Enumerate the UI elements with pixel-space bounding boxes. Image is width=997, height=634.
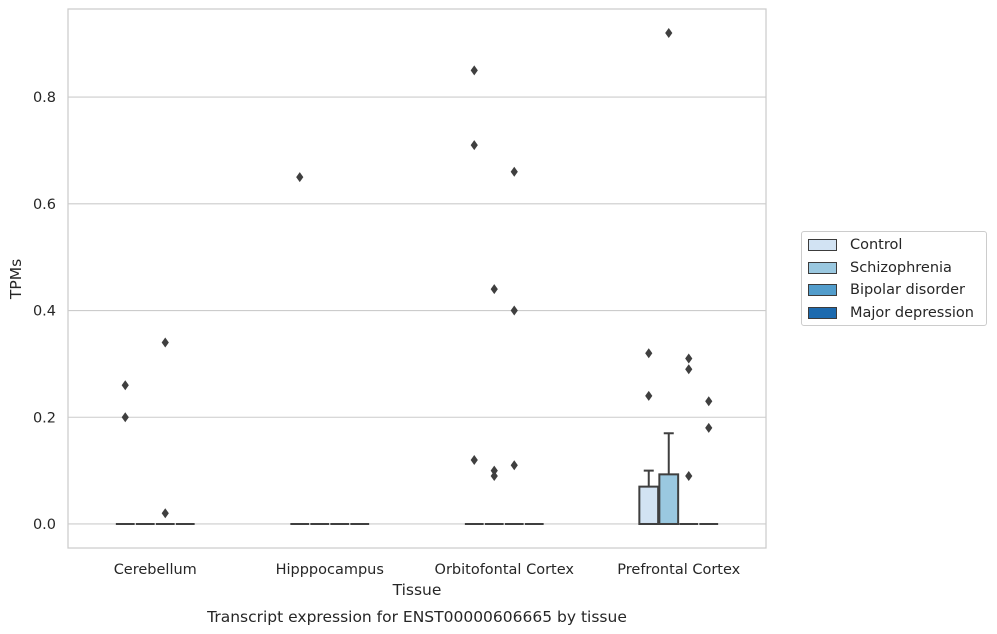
y-tick-label: 0.0: [33, 517, 56, 533]
outlier-point: [490, 465, 498, 476]
outlier-point: [705, 396, 713, 407]
legend-swatch: [808, 284, 837, 296]
outlier-point: [645, 348, 653, 359]
outlier-point: [510, 166, 518, 177]
outliers: [121, 28, 713, 519]
legend-label: Bipolar disorder: [850, 282, 965, 298]
legend: Control Schizophrenia Bipolar disorder Majo…: [801, 231, 987, 326]
outlier-point: [685, 353, 693, 364]
y-axis-label: TPMs: [7, 259, 25, 300]
outlier-point: [470, 454, 478, 465]
x-tick-labels: Cerebellum Hipppocampus Orbitofontal Corte…: [114, 562, 741, 578]
outlier-point: [470, 140, 478, 151]
outlier-point: [490, 284, 498, 295]
y-tick-label: 0.4: [33, 304, 56, 320]
outlier-point: [121, 380, 129, 391]
outlier-point: [705, 422, 713, 433]
legend-label: Major depression: [850, 304, 974, 321]
outlier-point: [510, 305, 518, 316]
outlier-point: [470, 65, 478, 76]
outlier-point: [645, 390, 653, 401]
x-axis-label: Tissue: [392, 581, 442, 599]
outlier-point: [510, 460, 518, 471]
y-tick-label: 0.8: [33, 90, 56, 106]
outlier-point: [121, 412, 129, 423]
legend-swatch: [808, 239, 837, 251]
legend-item: Schizophrenia: [808, 258, 952, 278]
outlier-point: [296, 172, 304, 183]
legend-label: Schizophrenia: [850, 259, 952, 276]
plot-area-frame: [67, 8, 767, 549]
chart-title: Transcript expression for ENST0000060666…: [206, 608, 627, 626]
outlier-point: [490, 470, 498, 481]
legend-item: Control: [808, 235, 902, 255]
outlier-point: [161, 337, 169, 348]
outlier-point: [685, 364, 693, 375]
box: [638, 485, 660, 525]
x-tick-label: Cerebellum: [114, 562, 197, 578]
boxes: [115, 432, 719, 525]
y-tick-label: 0.2: [33, 410, 56, 426]
outlier-point: [685, 470, 693, 481]
outlier-point: [665, 28, 673, 39]
grid-lines: [68, 96, 766, 525]
outlier-point: [161, 508, 169, 519]
x-tick-label: Orbitofontal Cortex: [435, 562, 575, 578]
box: [658, 473, 680, 525]
x-tick-label: Hipppocampus: [276, 562, 384, 578]
y-tick-label: 0.6: [33, 197, 56, 213]
legend-label: Control: [850, 237, 903, 253]
legend-item: Major depression: [808, 303, 974, 323]
y-tick-labels: 0.0 0.2 0.4 0.6 0.8: [33, 90, 56, 533]
legend-swatch: [808, 261, 837, 274]
legend-swatch: [808, 306, 837, 319]
x-tick-label: Prefrontal Cortex: [617, 562, 740, 578]
legend-item: Bipolar disorder: [808, 280, 965, 300]
